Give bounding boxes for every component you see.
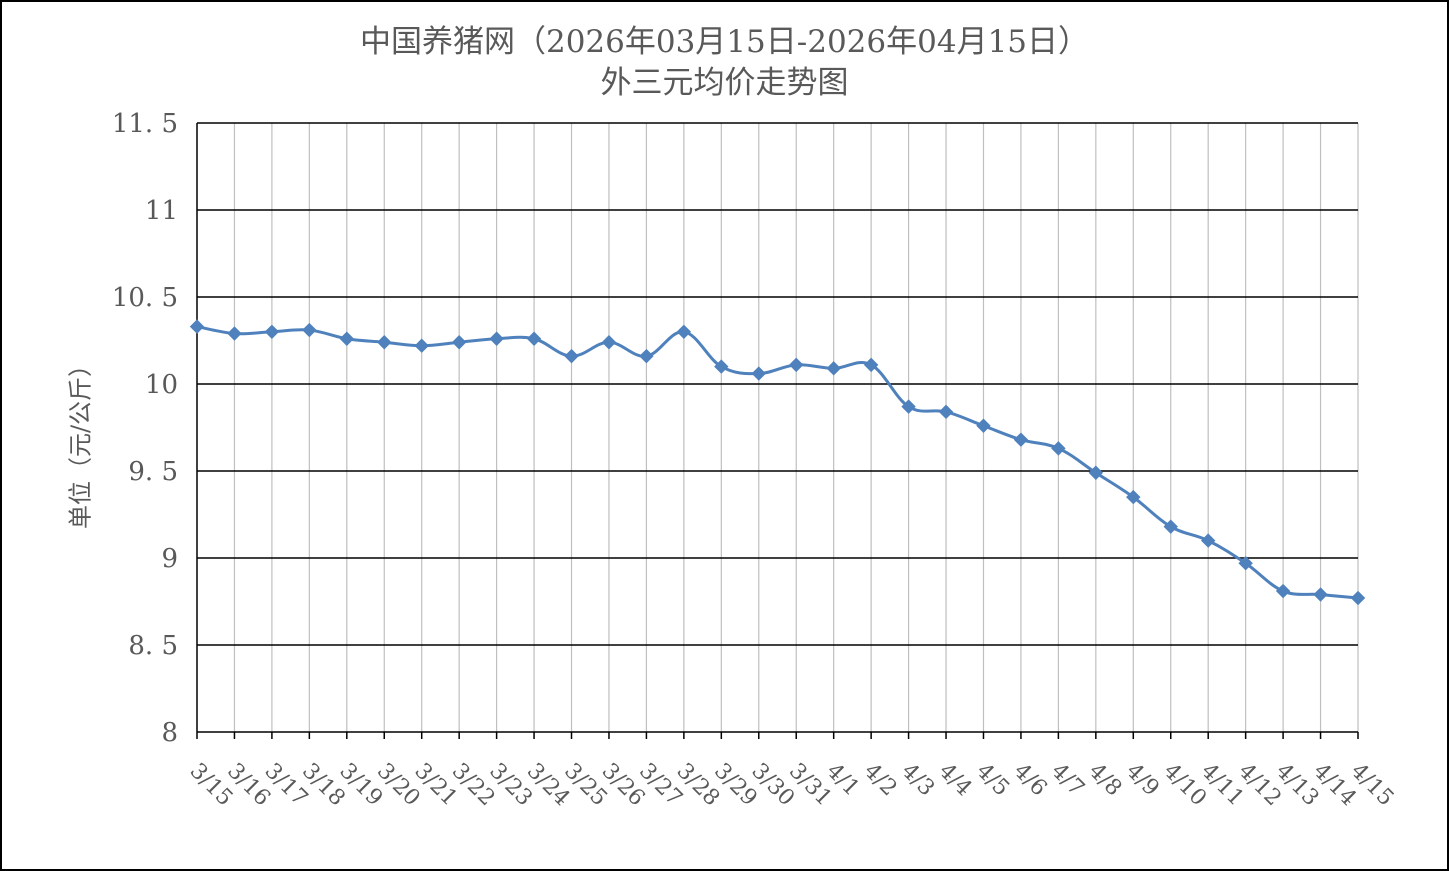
data-point-marker <box>1126 489 1141 505</box>
x-tick-label: 4/8 <box>1084 759 1127 802</box>
y-tick-label: 8 <box>161 718 178 748</box>
data-point-marker <box>714 359 729 374</box>
data-series <box>189 319 1366 606</box>
x-tick-label: 4/10 <box>1158 759 1211 812</box>
data-point-marker <box>302 322 317 338</box>
data-point-marker <box>1238 556 1253 571</box>
data-point-marker <box>676 324 692 340</box>
y-tick-label: 11 <box>145 196 178 226</box>
x-tick-label: 4/5 <box>971 759 1014 802</box>
data-point-marker <box>1051 441 1066 456</box>
data-point-marker <box>1088 465 1104 480</box>
y-tick-label: 10. 5 <box>112 283 178 313</box>
data-point-marker <box>789 357 804 373</box>
data-point-marker <box>1013 432 1029 447</box>
x-tick-label: 3/15 <box>185 759 238 812</box>
x-tick-label: 4/2 <box>859 759 902 802</box>
data-point-marker <box>526 331 542 346</box>
data-point-marker <box>377 335 392 350</box>
data-point-marker <box>414 338 429 353</box>
data-point-marker <box>601 335 617 350</box>
data-point-marker <box>901 399 916 414</box>
y-tick-label: 8. 5 <box>128 631 178 661</box>
data-point-marker <box>863 357 879 373</box>
data-point-marker <box>451 335 467 350</box>
axes <box>196 123 1359 739</box>
data-point-marker <box>227 326 242 341</box>
data-point-marker <box>264 324 280 340</box>
chart-subtitle: 外三元均价走势图 <box>600 65 849 101</box>
x-tick-label: 4/4 <box>934 759 977 802</box>
data-point-marker <box>339 331 355 346</box>
data-point-marker <box>938 404 954 420</box>
data-point-marker <box>1313 587 1328 602</box>
x-tick-label: 4/3 <box>896 759 939 802</box>
data-point-marker <box>639 348 654 364</box>
data-point-marker <box>751 366 766 381</box>
data-point-marker <box>489 331 504 346</box>
data-point-marker <box>1163 519 1178 534</box>
x-tick-label: 4/7 <box>1046 759 1089 802</box>
data-point-marker <box>564 348 579 364</box>
data-point-marker <box>1350 590 1366 606</box>
data-point-marker <box>1200 533 1216 548</box>
grid <box>197 122 1359 732</box>
y-tick-label: 9 <box>161 544 178 574</box>
y-tick-labels: 8 8. 5 9 9. 5 10 10. 5 11 11. 5 <box>112 109 178 748</box>
data-point-marker <box>1275 583 1291 599</box>
x-tick-labels: 3/153/163/173/183/193/203/213/223/233/24… <box>185 759 1399 812</box>
data-point-marker <box>976 418 991 433</box>
data-point-marker <box>189 319 205 334</box>
y-tick-label: 11. 5 <box>112 109 178 139</box>
data-point-marker <box>826 361 841 376</box>
x-tick-label: 4/6 <box>1009 759 1052 802</box>
y-tick-label: 9. 5 <box>128 457 178 487</box>
y-tick-label: 10 <box>145 370 178 400</box>
chart-title: 中国养猪网（2026年03月15日-2026年04月15日） <box>359 24 1090 60</box>
x-tick-label: 4/9 <box>1121 759 1164 802</box>
